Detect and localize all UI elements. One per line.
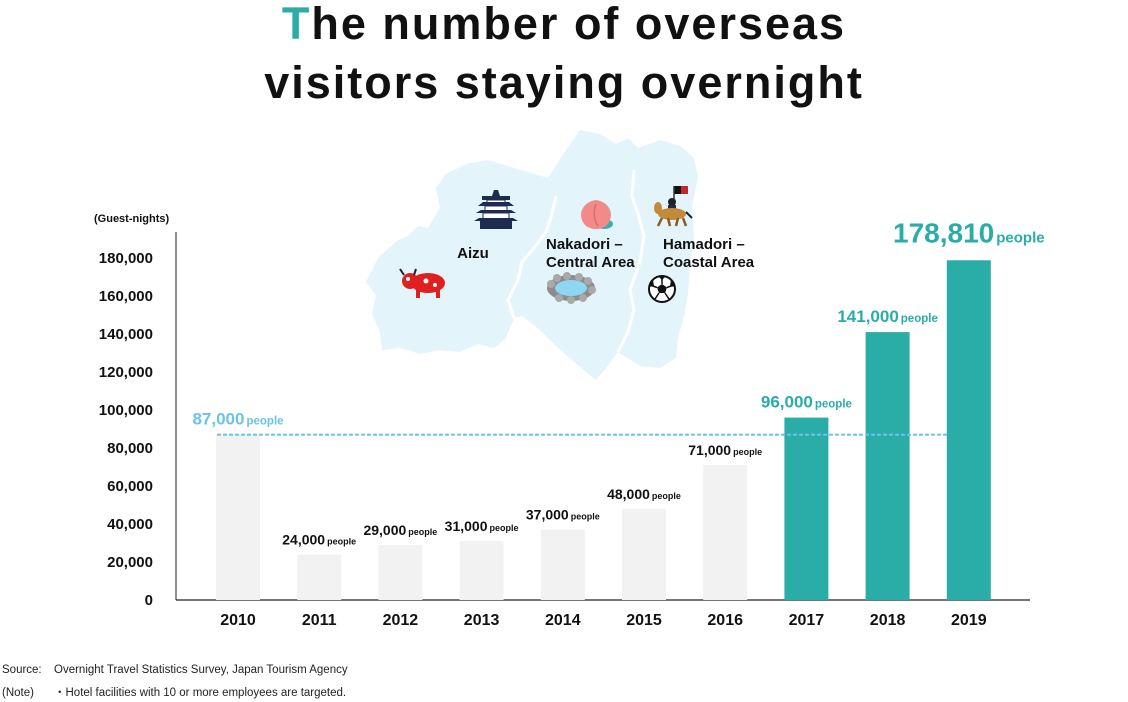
data-label-value: 178,810 (893, 217, 994, 248)
data-label-unit: people (815, 399, 852, 411)
peach-icon (581, 200, 613, 229)
title-line-1: The number of overseas (0, 0, 1128, 53)
bar-2010 (216, 434, 260, 600)
data-label-value: 48,000 (607, 486, 650, 502)
data-label-value: 96,000 (761, 393, 813, 412)
data-label-2017: 96,000 people (761, 393, 852, 412)
title-line-1-rest: he number of overseas (311, 0, 847, 49)
map-hamadori-region (618, 140, 698, 368)
data-label-unit: people (571, 512, 600, 522)
y-tick-label: 120,000 (99, 364, 153, 381)
data-label-2015: 48,000 people (607, 486, 681, 502)
chart-title: The number of overseas visitors staying … (0, 0, 1128, 112)
title-line-2: visitors staying overnight (264, 57, 864, 108)
bar-2012 (378, 544, 423, 600)
data-label-2018: 141,000 people (837, 307, 938, 326)
region-label-aizu: Aizu (457, 245, 489, 262)
x-axis: 2010 2011 2012 2013 2014 2015 2016 2017 2018 2019 (220, 612, 986, 629)
bar-2017 (784, 417, 829, 600)
map-region-border (506, 195, 558, 319)
bar-2011 (297, 554, 342, 600)
data-label-unit: people (490, 523, 519, 533)
hot-spring-icon (547, 272, 596, 304)
data-label-unit: people (996, 229, 1044, 246)
region-label-hamadori: Hamadori – Coastal Area (663, 236, 755, 271)
x-tick-label: 2010 (220, 612, 256, 629)
data-label-value: 37,000 (526, 507, 569, 523)
map-nakadori-region (508, 130, 644, 380)
y-tick-label: 100,000 (99, 402, 153, 419)
soccer-ball-icon (648, 275, 676, 303)
region-label-nakadori: Nakadori – Central Area (546, 236, 635, 271)
y-tick-label: 40,000 (107, 516, 153, 533)
data-label-2010: 87,000 people (192, 410, 283, 429)
x-tick-label: 2013 (464, 612, 500, 629)
data-label-unit: people (408, 527, 437, 537)
data-label-2016: 71,000 people (688, 442, 762, 458)
y-tick-label: 160,000 (99, 288, 153, 305)
samurai-horse-icon (654, 186, 693, 227)
data-label-value: 24,000 (282, 531, 325, 547)
bar-2013 (459, 541, 504, 600)
footnote: (Note) ・Hotel facilities with 10 or more … (2, 684, 346, 700)
map-region-border-east (616, 169, 646, 353)
data-label-value: 29,000 (363, 522, 406, 538)
data-label-unit: people (246, 416, 283, 428)
bar-2016 (703, 465, 748, 600)
x-tick-label: 2019 (951, 612, 987, 629)
source-key: Source: (2, 664, 42, 676)
data-label-2019: 178,810 people (893, 217, 1045, 248)
data-label-unit: people (901, 313, 938, 325)
data-label-unit: people (327, 536, 356, 546)
y-tick-label: 140,000 (99, 326, 153, 343)
data-label-value: 141,000 (837, 307, 898, 326)
data-label-2014: 37,000 people (526, 507, 600, 523)
x-tick-label: 2016 (707, 612, 743, 629)
data-label-value: 87,000 (192, 410, 244, 429)
y-tick-label: 20,000 (107, 554, 153, 571)
x-tick-label: 2018 (870, 612, 906, 629)
data-label-value: 31,000 (445, 518, 488, 534)
y-axis: 0 20,000 40,000 60,000 80,000 100,000 120,000 1… (99, 250, 153, 609)
bars (216, 260, 991, 600)
y-tick-label: 180,000 (99, 250, 153, 267)
bar-2014 (540, 529, 585, 600)
castle-icon (474, 190, 518, 229)
x-tick-label: 2014 (545, 612, 581, 629)
y-tick-label: 0 (145, 592, 153, 609)
data-label-unit: people (652, 491, 681, 501)
note-text: ・Hotel facilities with 10 or more employ… (54, 687, 347, 699)
source-note: Source: Overnight Travel Statistics Surve… (2, 664, 348, 676)
y-axis-unit-label: (Guest-nights) (94, 213, 169, 225)
data-label-2013: 31,000 people (445, 518, 519, 534)
bar-2015 (622, 508, 666, 600)
data-label-value: 71,000 (688, 442, 731, 458)
akabeko-icon (399, 268, 445, 298)
x-tick-label: 2017 (789, 612, 825, 629)
bar-2018 (865, 332, 910, 600)
data-label-unit: people (733, 447, 762, 457)
fukushima-map (366, 130, 698, 380)
note-key: (Note) (2, 687, 34, 699)
title-accent-letter: T (281, 0, 312, 49)
bar-2019 (946, 260, 991, 600)
x-tick-label: 2011 (302, 612, 337, 629)
y-tick-label: 60,000 (107, 478, 153, 495)
x-tick-label: 2015 (626, 612, 662, 629)
data-label-2012: 29,000 people (363, 522, 437, 538)
y-tick-label: 80,000 (107, 440, 153, 457)
x-tick-label: 2012 (383, 612, 419, 629)
source-text: Overnight Travel Statistics Survey, Japa… (54, 664, 348, 676)
data-label-2011: 24,000 people (282, 531, 356, 547)
